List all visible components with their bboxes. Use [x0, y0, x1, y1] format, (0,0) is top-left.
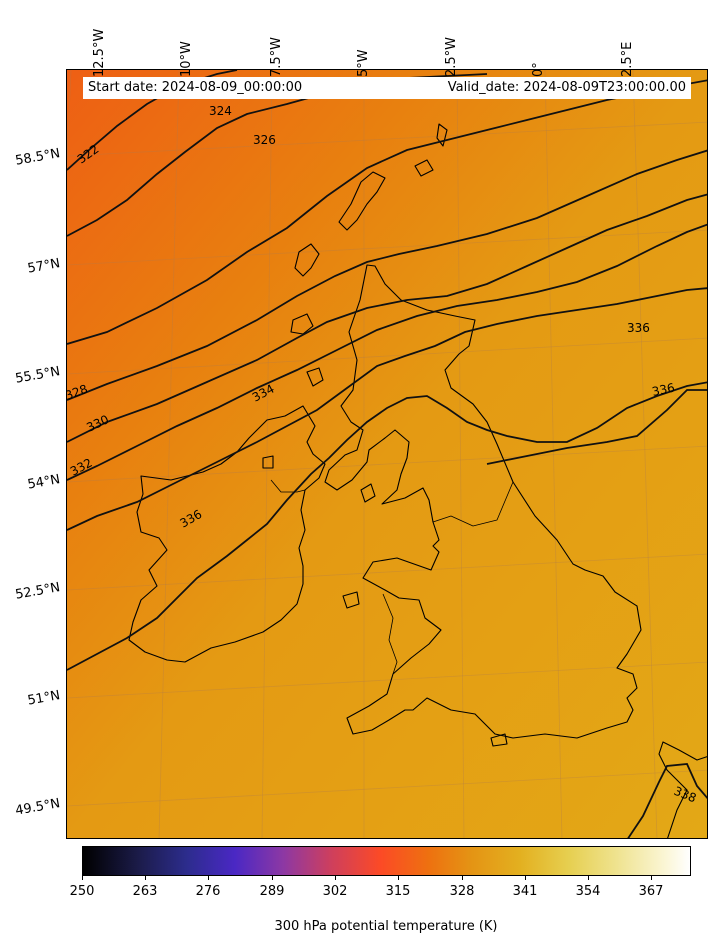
contour-label: 336 [651, 380, 676, 398]
colorbar-label: 276 [195, 884, 221, 899]
contour-328 [67, 149, 707, 401]
lon-label: 7.5°W [269, 36, 284, 77]
island-loch-neagh [262, 455, 274, 469]
colorbar-tick [398, 876, 399, 880]
island-wight [490, 733, 508, 747]
colorbar-label: 289 [259, 884, 285, 899]
island-orkney [414, 159, 434, 177]
colorbar-tick [82, 876, 83, 880]
lon-label: 10°W [179, 41, 194, 77]
contour-label: 326 [253, 133, 276, 147]
colorbar-label: 341 [512, 884, 538, 899]
lat-label: 51°N [26, 688, 62, 709]
valid-date: Valid_date: 2024-08-09T23:00:00.00 [447, 80, 686, 95]
colorbar-tick [525, 876, 526, 880]
great-britain-coast [324, 264, 642, 739]
contour-334 [67, 287, 707, 531]
map-panel: 322 324 326 328 330 332 334 336 336 336 … [66, 69, 708, 839]
lon-label: 12.5°W [92, 28, 107, 77]
island-islay [306, 367, 324, 387]
island-skye [294, 243, 320, 277]
contour-336-a [67, 381, 707, 671]
lat-label: 55.5°N [14, 364, 62, 387]
colorbar-tick [208, 876, 209, 880]
contour-322 [67, 70, 238, 171]
coastlines [128, 123, 707, 838]
lon-label: 0° [531, 62, 546, 77]
scotland-england-border [432, 481, 514, 527]
colorbar-tick [588, 876, 589, 880]
colorbar-label: 250 [69, 884, 95, 899]
island-man [360, 483, 376, 503]
colorbar [82, 846, 691, 876]
ni-border [270, 479, 306, 493]
colorbar-label: 263 [132, 884, 158, 899]
contour-338 [627, 763, 707, 838]
contour-label: 324 [209, 104, 232, 118]
contour-330 [67, 193, 707, 443]
map-canvas: 322 324 326 328 330 332 334 336 336 336 … [67, 70, 707, 838]
lat-label: 49.5°N [14, 796, 62, 819]
graticule [67, 70, 707, 838]
lat-label: 57°N [26, 256, 62, 277]
colorbar-tick [462, 876, 463, 880]
colorbar-tick [651, 876, 652, 880]
colorbar-tick [335, 876, 336, 880]
colorbar-label: 315 [385, 884, 411, 899]
lat-label: 52.5°N [14, 580, 62, 603]
colorbar-tick [145, 876, 146, 880]
contour-336-b [486, 389, 707, 465]
colorbar-label: 328 [449, 884, 475, 899]
lon-label: 2.5°W [444, 36, 459, 77]
start-date: Start date: 2024-08-09_00:00:00 [88, 80, 303, 95]
date-info-bar: Start date: 2024-08-09_00:00:00 Valid_da… [83, 77, 691, 99]
island-anglesey [342, 591, 360, 609]
island-lewis [338, 171, 386, 231]
continent-coast [658, 741, 707, 838]
lon-label: 2.5°E [620, 41, 635, 77]
lat-label: 54°N [26, 472, 62, 493]
contour-label: 336 [627, 321, 650, 335]
lon-label: 5°W [356, 49, 371, 77]
colorbar-label: 354 [575, 884, 601, 899]
colorbar-tick [272, 876, 273, 880]
colorbar-title: 300 hPa potential temperature (K) [274, 919, 498, 934]
island-mull [290, 313, 314, 335]
contour-332 [67, 223, 707, 481]
temperature-field [67, 70, 707, 838]
island-shetland [436, 123, 448, 147]
colorbar-label: 302 [322, 884, 348, 899]
lat-label: 58.5°N [14, 146, 62, 169]
colorbar-label: 367 [638, 884, 664, 899]
wales-england-border [382, 593, 398, 675]
